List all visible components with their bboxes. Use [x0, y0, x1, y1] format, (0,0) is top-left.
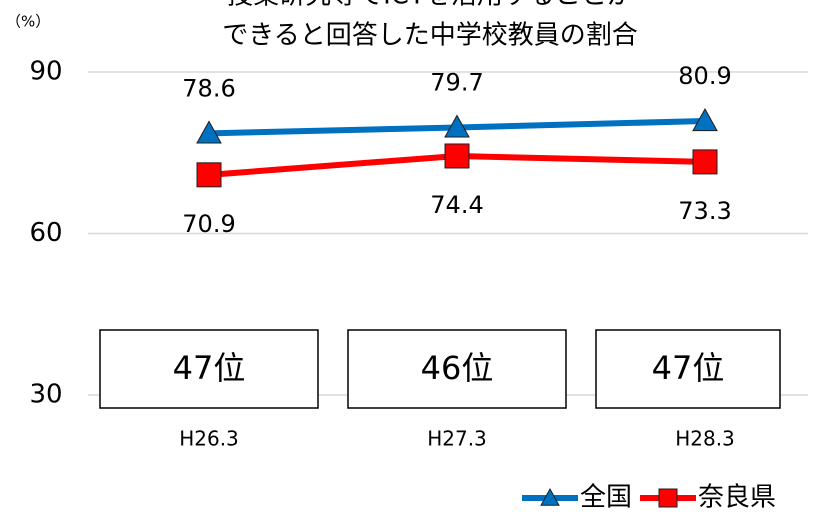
rank-label: 47位: [652, 349, 725, 387]
y-tick-label: 90: [29, 57, 62, 87]
legend-label: 全国: [580, 483, 632, 513]
x-tick-label: H28.3: [675, 427, 735, 451]
data-label: 70.9: [182, 210, 235, 238]
x-tick-label: H27.3: [427, 427, 487, 451]
marker: [692, 149, 718, 175]
rank-box: [99, 329, 319, 409]
y-unit: （%）: [6, 13, 50, 31]
marker: [196, 120, 222, 144]
marker: [196, 162, 222, 188]
chart-title: 授業研究等でICTを活用することが: [227, 0, 633, 11]
rank-label: 46位: [421, 349, 494, 387]
data-label: 78.6: [182, 74, 235, 102]
rank-label: 47位: [173, 349, 246, 387]
marker: [444, 143, 470, 169]
data-label: 79.7: [430, 68, 483, 96]
chart-title: できると回答した中学校教員の割合: [222, 21, 637, 51]
x-tick-label: H26.3: [179, 427, 239, 451]
marker: [692, 107, 718, 132]
y-tick-label: 60: [29, 218, 62, 248]
y-tick-label: 30: [29, 380, 62, 410]
data-label: 73.3: [678, 197, 731, 225]
legend-label: 奈良県: [698, 483, 776, 513]
data-label: 74.4: [430, 191, 483, 219]
rank-box: [595, 329, 781, 409]
marker: [444, 114, 470, 138]
rank-box: [347, 329, 567, 409]
marker: [540, 487, 560, 506]
marker: [658, 488, 678, 508]
data-label: 80.9: [678, 62, 731, 90]
